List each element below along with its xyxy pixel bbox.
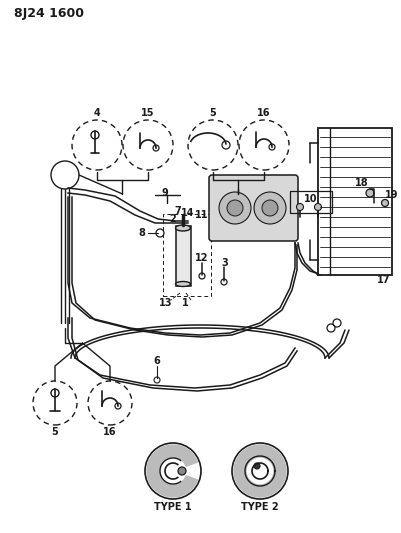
Text: 1: 1 xyxy=(181,298,188,308)
Text: 10: 10 xyxy=(304,194,317,204)
Text: TYPE 2: TYPE 2 xyxy=(241,502,278,512)
Text: 15: 15 xyxy=(141,108,154,118)
Text: 3: 3 xyxy=(221,258,228,268)
Circle shape xyxy=(381,199,387,206)
Text: 12: 12 xyxy=(195,253,208,263)
Text: 5: 5 xyxy=(209,108,216,118)
Circle shape xyxy=(227,200,242,216)
Text: 8: 8 xyxy=(138,228,145,238)
Text: TYPE 1: TYPE 1 xyxy=(154,502,191,512)
Circle shape xyxy=(365,189,373,197)
Bar xyxy=(289,191,331,213)
Text: 11: 11 xyxy=(195,210,208,220)
Text: 4: 4 xyxy=(93,108,100,118)
Wedge shape xyxy=(147,445,197,497)
Circle shape xyxy=(178,467,186,475)
Text: 7: 7 xyxy=(174,206,181,216)
Ellipse shape xyxy=(175,281,190,287)
Text: 8J24 1600: 8J24 1600 xyxy=(14,6,84,20)
Text: 14: 14 xyxy=(181,208,194,218)
Wedge shape xyxy=(233,445,285,497)
Circle shape xyxy=(261,200,277,216)
Text: 16: 16 xyxy=(103,427,116,437)
Circle shape xyxy=(219,192,250,224)
Circle shape xyxy=(253,192,285,224)
Ellipse shape xyxy=(175,225,190,231)
Bar xyxy=(176,226,190,286)
Text: 19: 19 xyxy=(384,190,398,200)
Text: 18: 18 xyxy=(354,178,368,188)
Bar xyxy=(162,214,211,296)
Circle shape xyxy=(296,204,303,211)
Text: 16: 16 xyxy=(257,108,270,118)
Text: 5: 5 xyxy=(51,427,58,437)
Circle shape xyxy=(314,204,321,211)
Bar xyxy=(317,128,391,275)
Text: 9: 9 xyxy=(161,188,168,198)
Text: 17: 17 xyxy=(376,275,390,285)
FancyBboxPatch shape xyxy=(209,175,297,241)
Circle shape xyxy=(253,463,259,469)
Text: 2: 2 xyxy=(169,214,176,224)
Text: 6: 6 xyxy=(153,356,160,366)
Text: 13: 13 xyxy=(159,298,172,308)
